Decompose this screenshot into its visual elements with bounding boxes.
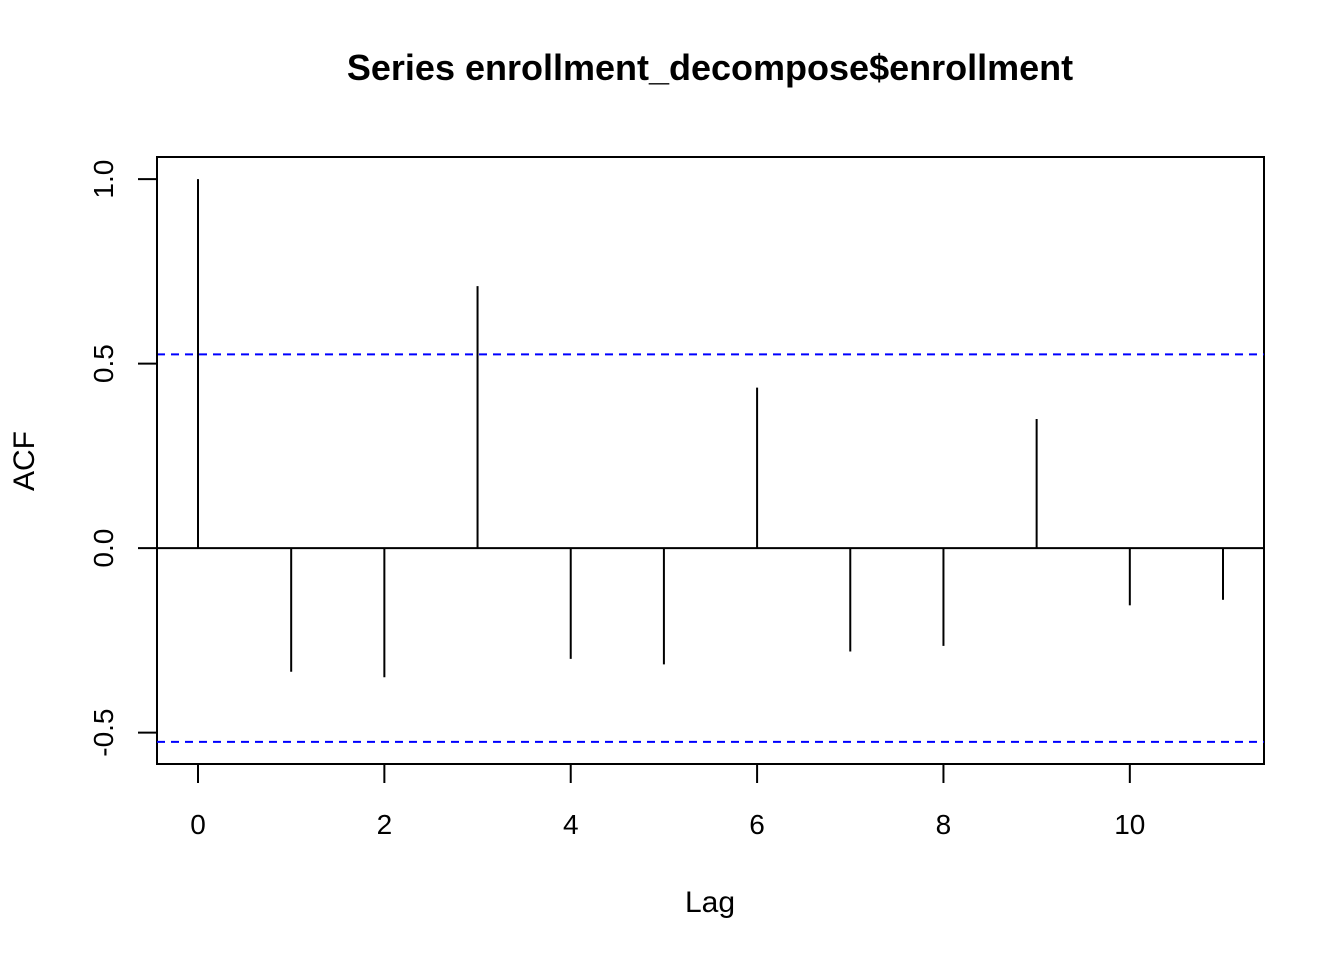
plot-area: 0 2 4 6 8 10 -0.5 0.0 0.5 1.0	[88, 156, 1265, 840]
chart-title: Series enrollment_decompose$enrollment	[347, 47, 1073, 88]
x-tick-label: 2	[377, 809, 393, 840]
plot-frame	[156, 156, 1265, 765]
x-tick-label: 4	[563, 809, 579, 840]
y-axis-label: ACF	[8, 431, 41, 491]
x-axis-label: Lag	[685, 886, 735, 919]
y-tick-label: 0.5	[88, 344, 119, 383]
y-tick-label: -0.5	[88, 709, 119, 757]
x-tick-label: 8	[936, 809, 952, 840]
x-tick-label: 6	[749, 809, 765, 840]
x-tick-label: 10	[1114, 809, 1145, 840]
x-tick-label: 0	[190, 809, 206, 840]
y-tick-label: 0.0	[88, 529, 119, 568]
y-tick-label: 1.0	[88, 160, 119, 199]
